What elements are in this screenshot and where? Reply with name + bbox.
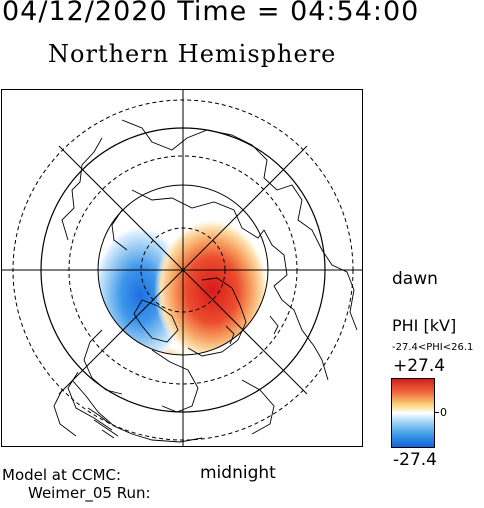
polar-map-svg bbox=[2, 90, 362, 446]
colorbar-zero-tick bbox=[435, 412, 439, 413]
hemisphere-title: Northern Hemisphere bbox=[48, 40, 337, 68]
polar-map bbox=[1, 89, 363, 447]
colorbar bbox=[391, 378, 435, 448]
potential-pattern bbox=[98, 218, 268, 355]
run-label: Weimer_05 Run: bbox=[28, 484, 151, 502]
midnight-label: midnight bbox=[200, 463, 276, 483]
coastlines bbox=[53, 119, 358, 443]
colorbar-zero-label: 0 bbox=[440, 406, 447, 419]
meridian-diag-2 bbox=[58, 145, 308, 395]
positive-cell bbox=[154, 218, 268, 355]
date-time-header: 04/12/2020 Time = 04:54:00 bbox=[2, 0, 420, 27]
colorbar-title: PHI [kV] bbox=[392, 316, 457, 335]
colorbar-min-label: -27.4 bbox=[393, 450, 437, 470]
colorbar-max-label: +27.4 bbox=[393, 356, 446, 376]
dawn-label: dawn bbox=[392, 269, 438, 289]
model-label: Model at CCMC: bbox=[2, 466, 122, 484]
colorbar-range: -27.4<PHI<26.1 bbox=[392, 342, 474, 353]
